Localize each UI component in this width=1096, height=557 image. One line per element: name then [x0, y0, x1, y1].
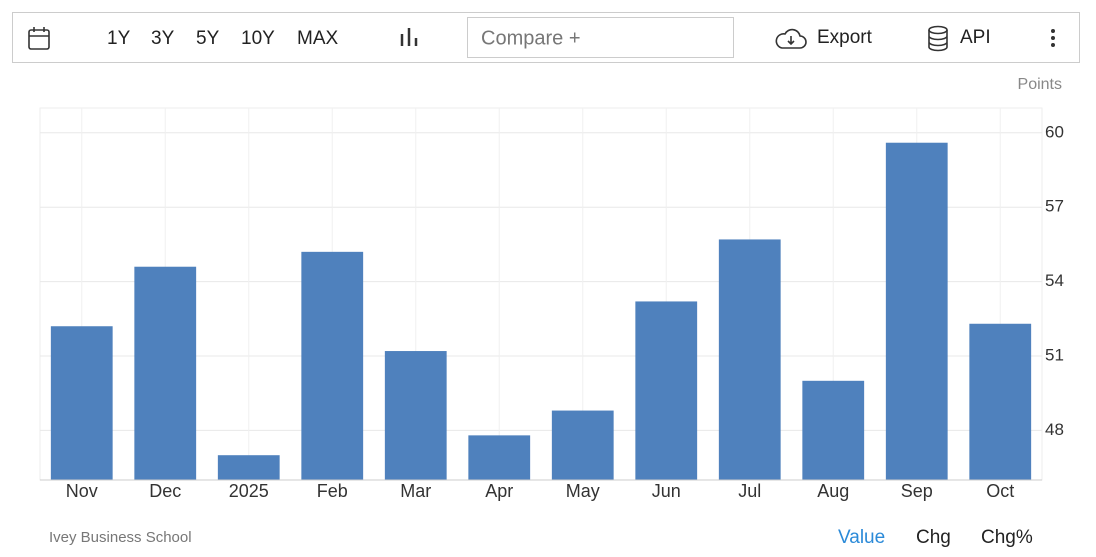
x-tick-label: Oct: [986, 481, 1014, 501]
y-tick-label: 60: [1045, 122, 1064, 141]
cloud-icon[interactable]: [775, 28, 807, 49]
x-tick-label: Sep: [901, 481, 933, 501]
unit-label: Points: [1018, 76, 1062, 93]
x-tick-label: Apr: [485, 481, 513, 501]
x-tick-label: Dec: [149, 481, 181, 501]
bar: [551, 410, 614, 480]
footer-tab[interactable]: Value: [838, 527, 885, 548]
database-icon[interactable]: [928, 25, 948, 52]
footer-tab[interactable]: Chg: [916, 527, 951, 548]
compare-input[interactable]: Compare +: [481, 27, 581, 49]
range-button[interactable]: MAX: [297, 28, 339, 49]
export-button[interactable]: Export: [817, 27, 873, 48]
bar: [217, 455, 280, 480]
y-tick-label: 57: [1045, 197, 1064, 216]
x-tick-label: Jul: [738, 481, 761, 501]
x-tick-label: Aug: [817, 481, 849, 501]
range-button[interactable]: 5Y: [196, 28, 220, 49]
bar: [384, 351, 447, 480]
footer-tab[interactable]: Chg%: [981, 527, 1033, 548]
bar: [468, 435, 531, 480]
range-button[interactable]: 1Y: [107, 28, 131, 49]
bar: [301, 251, 364, 480]
bar: [50, 326, 113, 480]
bar-chart-icon[interactable]: [400, 28, 418, 46]
compare-box[interactable]: [467, 17, 734, 58]
range-button[interactable]: 3Y: [151, 28, 175, 49]
y-tick-label: 48: [1045, 420, 1064, 439]
x-tick-label: Mar: [400, 481, 431, 501]
x-tick-label: Feb: [317, 481, 348, 501]
menu-icon[interactable]: [1051, 29, 1055, 47]
api-button[interactable]: API: [960, 27, 991, 48]
bar: [134, 266, 197, 480]
calendar-icon[interactable]: [28, 27, 50, 50]
y-tick-label: 54: [1045, 271, 1064, 290]
bar: [802, 380, 865, 480]
x-tick-label: May: [566, 481, 600, 501]
x-tick-label: Jun: [652, 481, 681, 501]
y-tick-label: 51: [1045, 345, 1064, 364]
bar: [718, 239, 781, 480]
source: Ivey Business School: [49, 529, 192, 546]
bar: [885, 142, 948, 480]
x-tick-label: 2025: [229, 481, 269, 501]
bar: [969, 323, 1032, 480]
x-tick-label: Nov: [66, 481, 98, 501]
range-button[interactable]: 10Y: [241, 28, 275, 49]
bar: [635, 301, 698, 480]
